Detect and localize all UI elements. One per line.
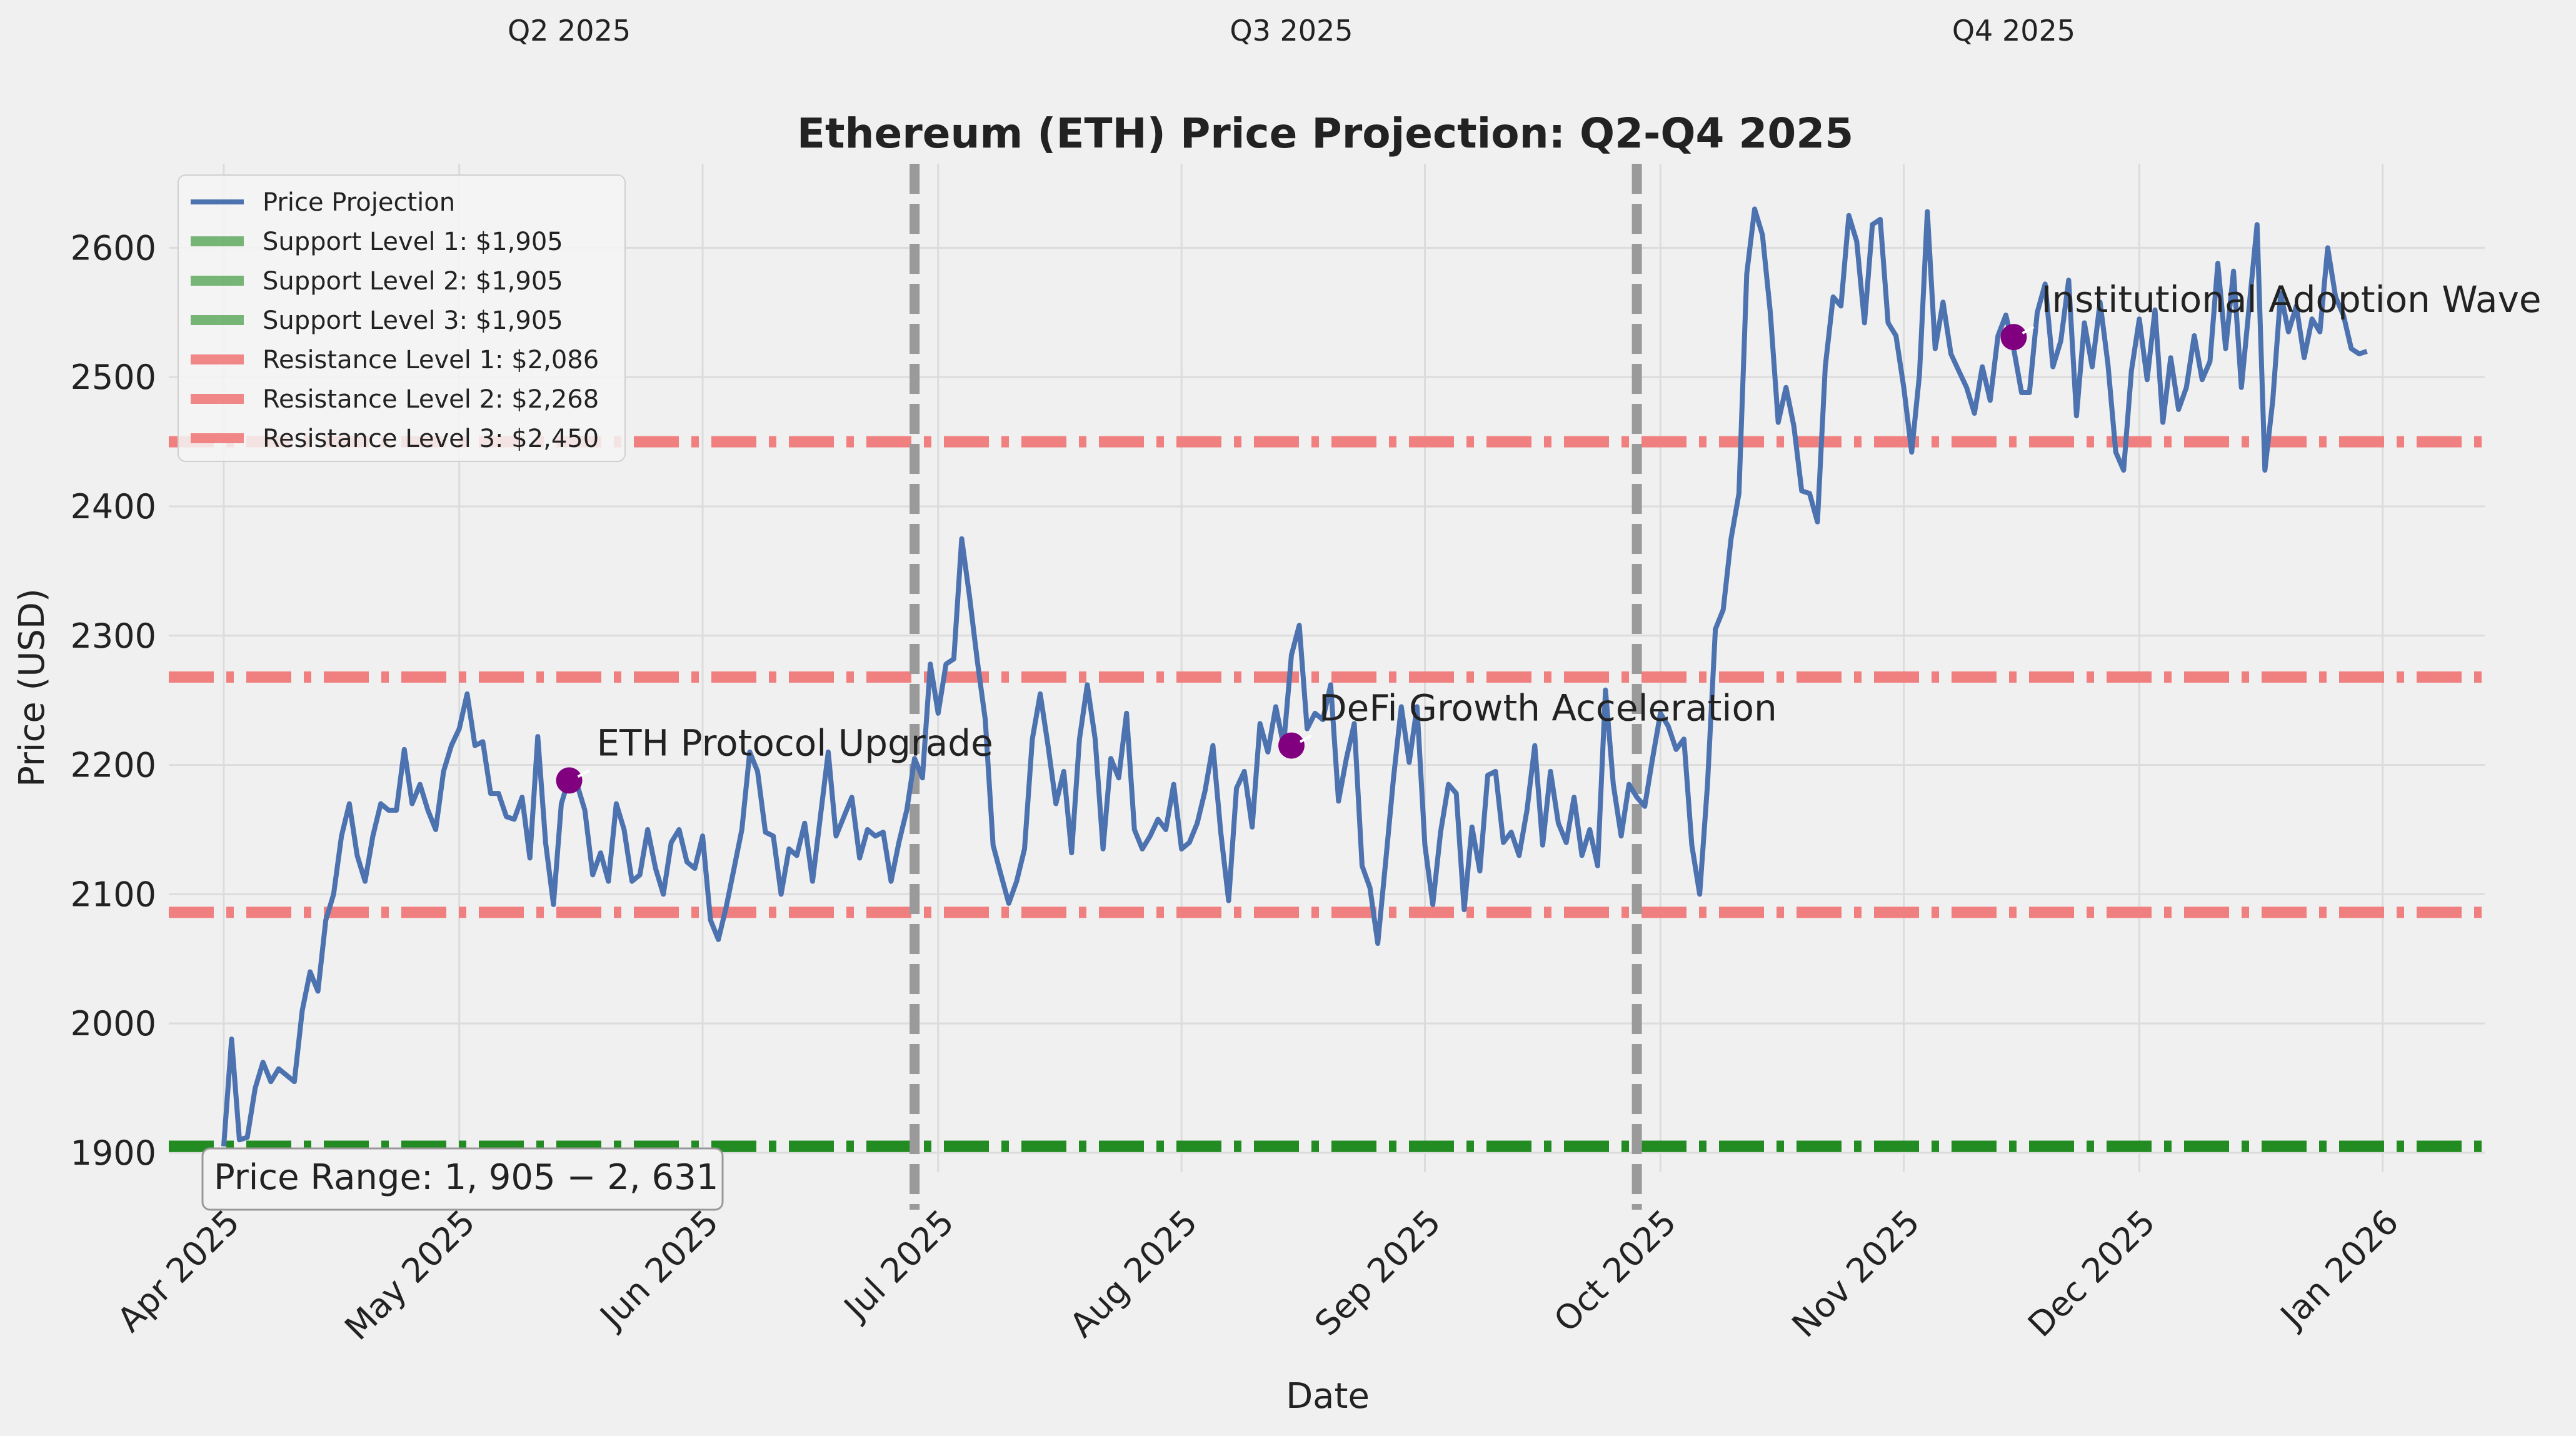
legend-entry-label: Resistance Level 2: $2,268: [263, 385, 599, 414]
x-axis-label: Date: [1286, 1376, 1370, 1417]
legend-entry-label: Support Level 1: $1,905: [263, 228, 563, 256]
legend-entry-label: Support Level 2: $1,905: [263, 267, 563, 296]
legend-frame: [178, 174, 626, 462]
price-range-text: Price Range: 1, 905 − 2, 631: [214, 1157, 718, 1198]
legend-entry-label: Price Projection: [263, 188, 455, 217]
quarter-label-2: Q3 2025: [1230, 14, 1353, 48]
legend-entry-label: Resistance Level 1: $2,086: [263, 346, 599, 374]
legend-entry-label: Support Level 3: $1,905: [263, 306, 563, 335]
y-tick-label: 2100: [71, 875, 156, 914]
annotation-label-1: ETH Protocol Upgrade: [597, 721, 993, 764]
annotation-marker-1: [556, 767, 583, 794]
annotation-marker-3: [2000, 324, 2027, 351]
y-axis-label: Price (USD): [12, 588, 53, 787]
quarter-label-3: Q4 2025: [1952, 14, 2075, 48]
legend-entry-label: Resistance Level 3: $2,450: [263, 424, 599, 453]
y-tick-label: 2000: [71, 1004, 156, 1043]
legend: Price Projection Support Level 1: $1,905 S…: [178, 174, 626, 462]
annotation-arrow-2: [1300, 734, 1312, 743]
chart-title: Ethereum (ETH) Price Projection: Q2-Q4 2…: [797, 109, 1853, 158]
annotation-label-2: DeFi Growth Acceleration: [1319, 687, 1777, 730]
annotation-label-3: Institutional Adoption Wave: [2041, 278, 2541, 321]
y-tick-label: 2400: [71, 487, 156, 526]
y-tick-label: 2200: [71, 746, 156, 785]
y-tick-label: 1900: [71, 1133, 156, 1173]
annotation-marker-2: [1278, 732, 1305, 759]
quarter-label-1: Q2 2025: [508, 14, 631, 48]
annotation-arrow-1: [577, 769, 590, 778]
annotation-arrow-3: [2022, 326, 2035, 334]
y-tick-label: 2600: [71, 228, 156, 268]
y-tick-label: 2500: [71, 358, 156, 397]
price-range-box: Price Range: 1, 905 − 2, 631: [201, 1147, 724, 1211]
price-range-box-frame: [201, 1147, 724, 1211]
y-tick-label: 2300: [71, 616, 156, 656]
